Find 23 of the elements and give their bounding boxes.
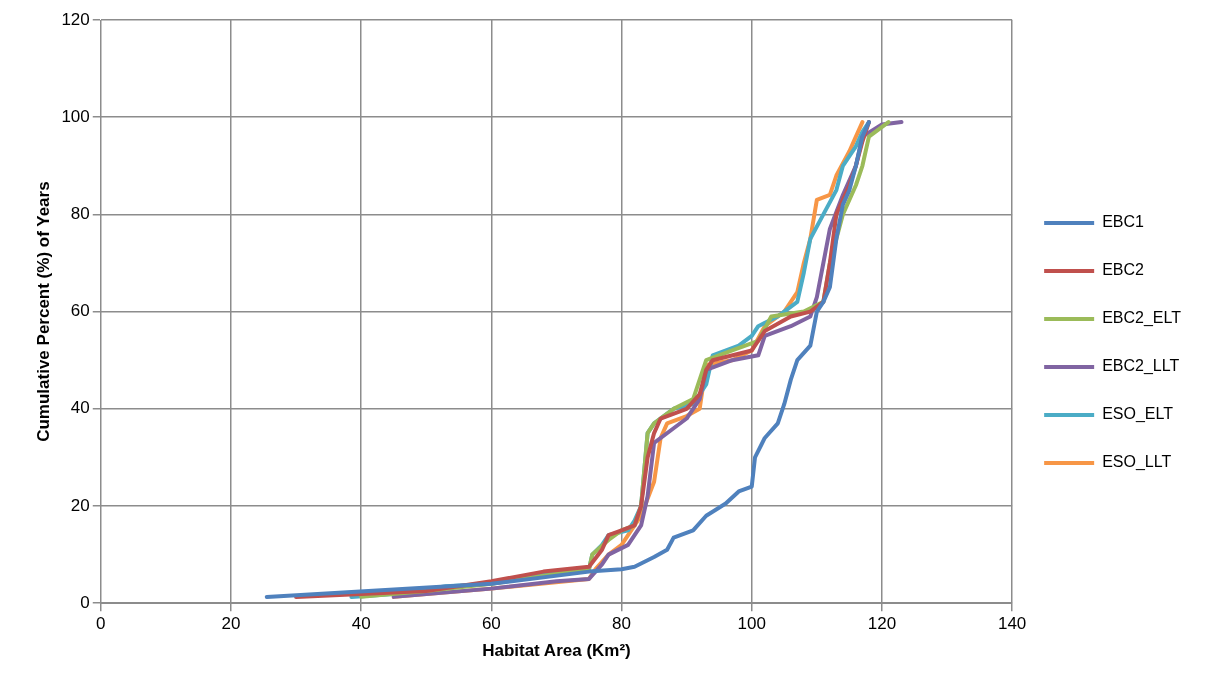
y-tick-label: 20	[70, 495, 90, 515]
y-tick-label: 120	[61, 9, 90, 29]
x-tick-label: 140	[997, 614, 1027, 634]
legend-label: EBC2	[1102, 261, 1145, 279]
y-tick-label: 0	[80, 592, 90, 612]
x-tick-label: 0	[96, 614, 106, 634]
y-tick-label: 60	[70, 301, 90, 321]
x-tick-label: 40	[351, 614, 371, 634]
y-tick-label: 80	[70, 204, 90, 224]
x-axis-title: Habitat Area (Km²)	[482, 641, 631, 661]
x-tick-label: 120	[867, 614, 897, 634]
y-tick-label: 40	[70, 398, 90, 418]
y-tick-label: 100	[61, 106, 90, 126]
legend-label: EBC1	[1102, 213, 1145, 231]
legend-label: EBC2_ELT	[1102, 309, 1182, 328]
legend-label: EBC2_LLT	[1102, 357, 1180, 376]
x-tick-label: 20	[221, 614, 241, 634]
x-tick-label: 60	[481, 614, 501, 634]
x-tick-label: 80	[612, 614, 632, 634]
legend-label: ESO_LLT	[1102, 453, 1172, 472]
y-axis-title: Cumulative Percent (%) of Years	[33, 181, 53, 442]
x-tick-label: 100	[737, 614, 766, 634]
legend-label: ESO_ELT	[1102, 405, 1174, 424]
